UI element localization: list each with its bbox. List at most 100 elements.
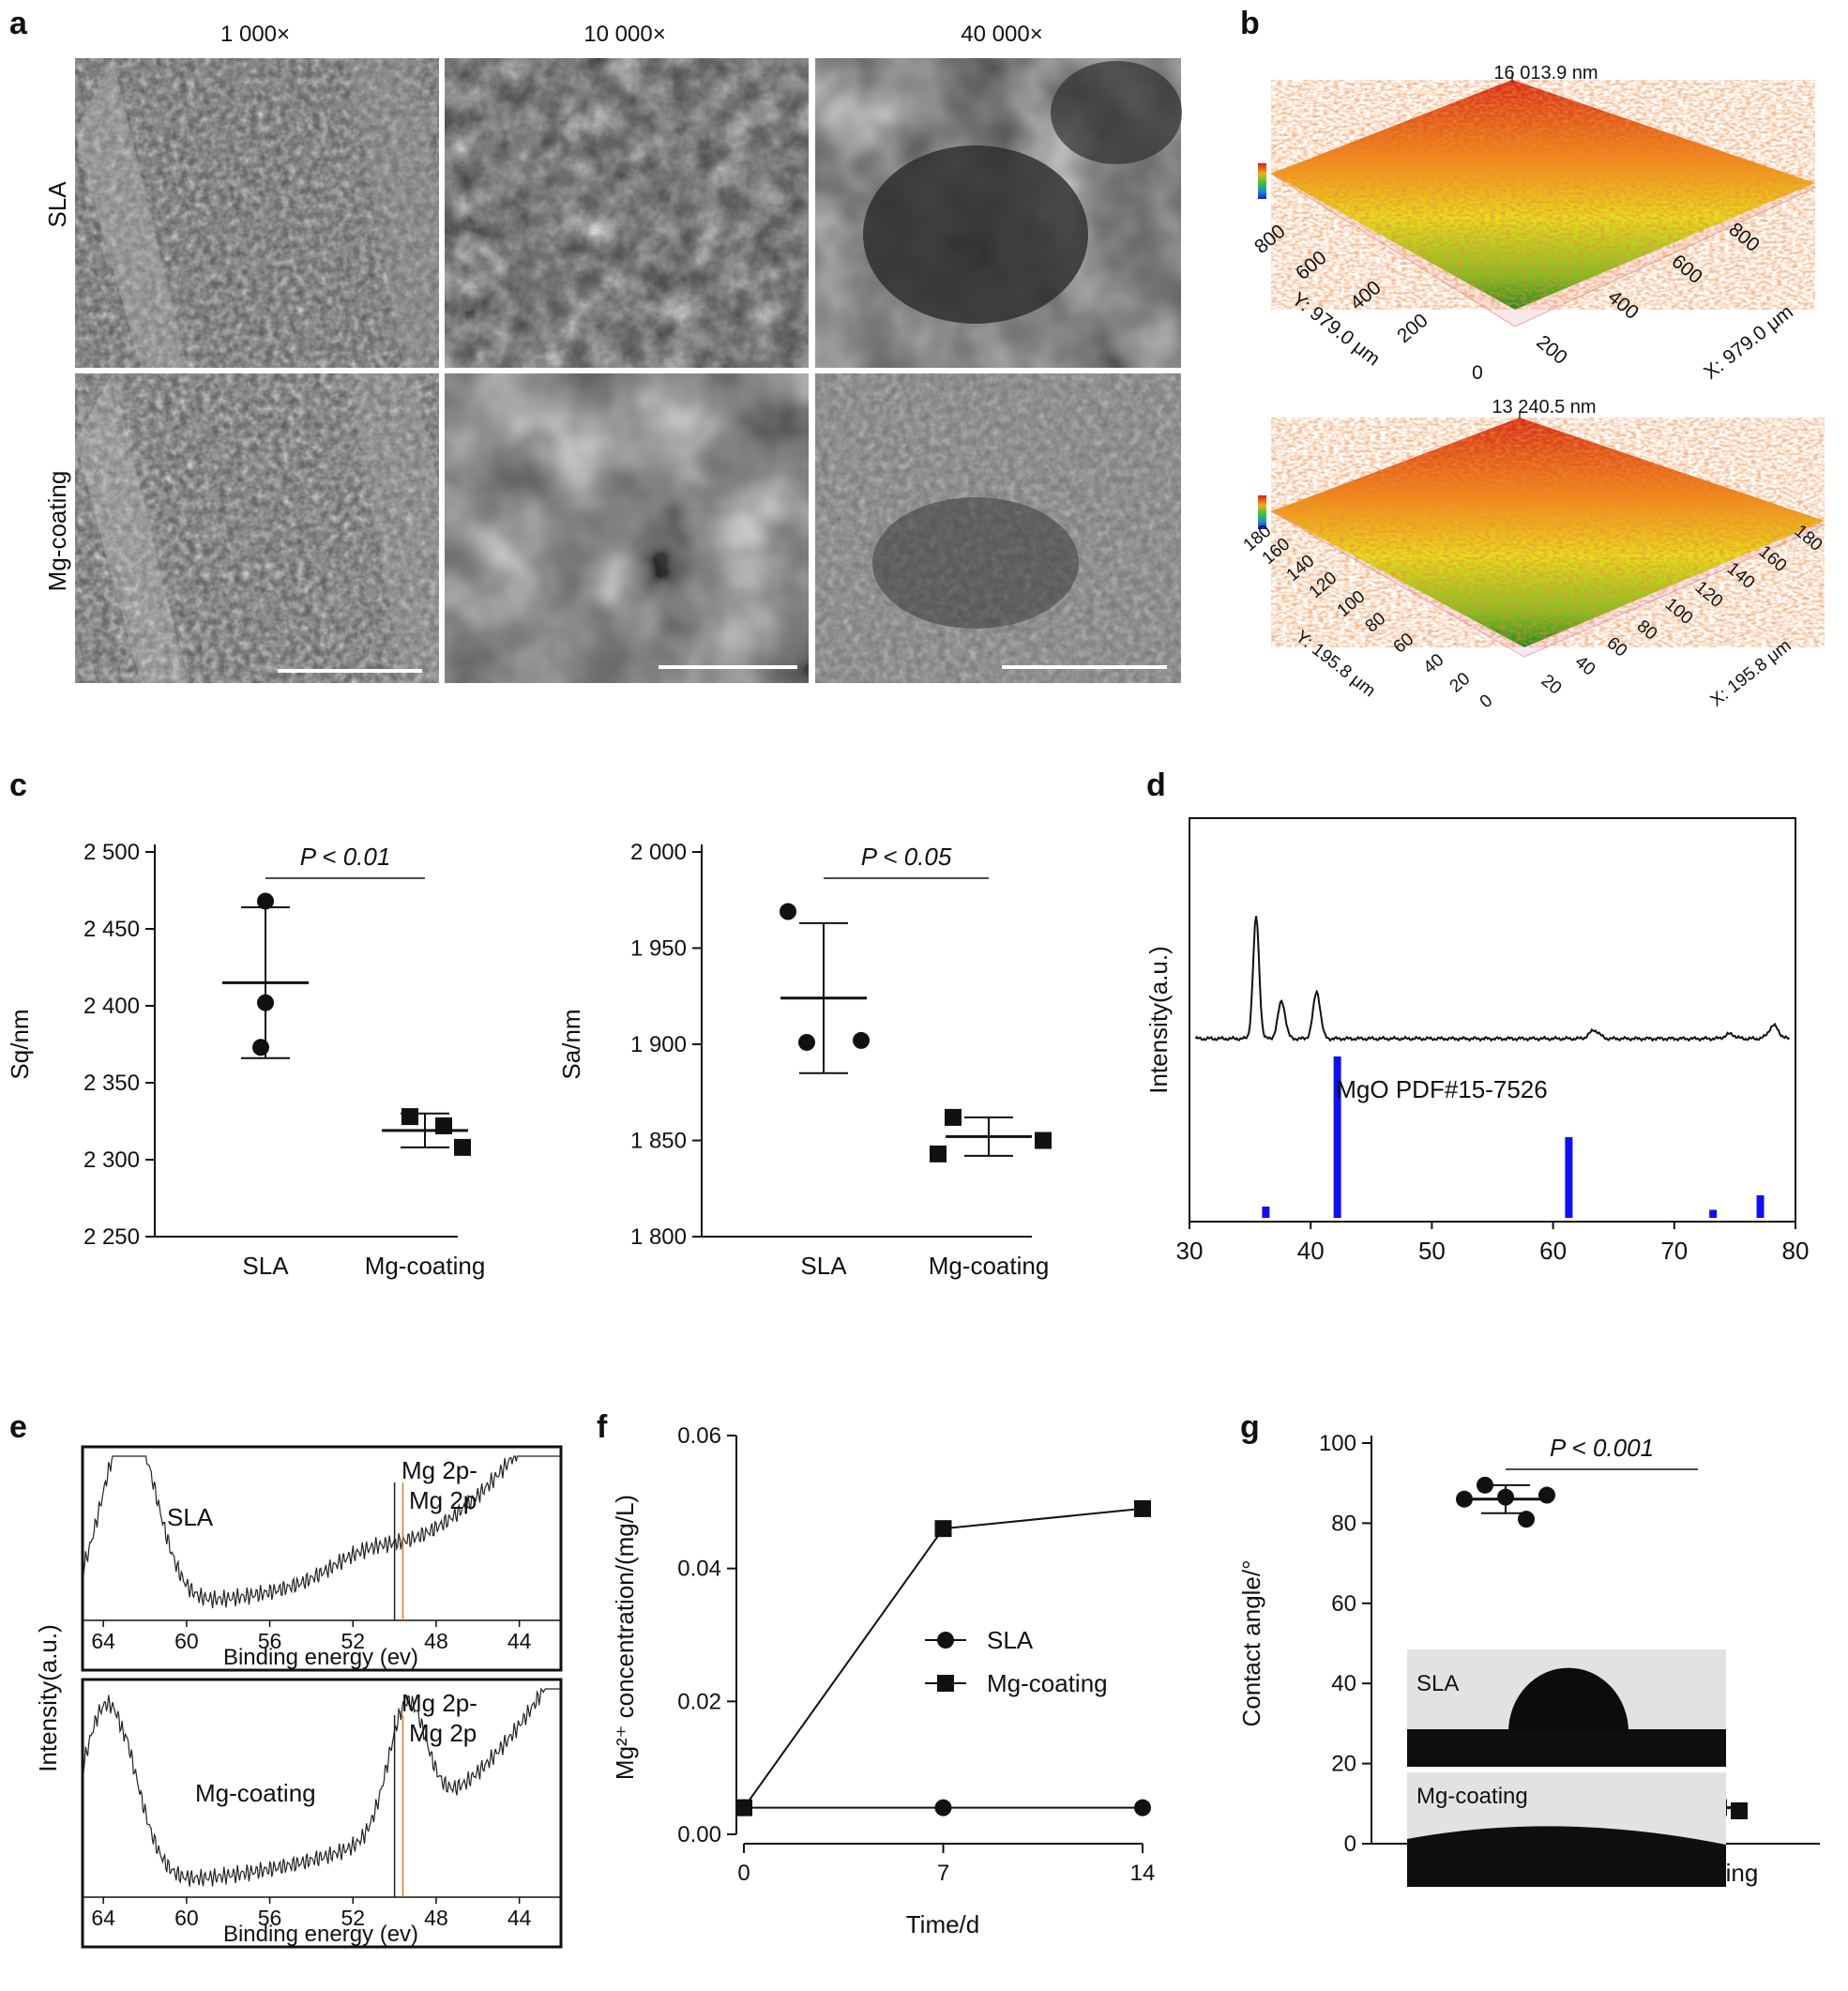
height-colorbar	[1258, 163, 1266, 199]
y-tick-label: 0.04	[677, 1557, 721, 1582]
panel-letter-c: c	[9, 768, 27, 803]
x-tick-label: 56	[258, 1629, 282, 1653]
x-tick-label: 60	[174, 1629, 199, 1653]
y-tick-label: 1 900	[630, 1032, 687, 1057]
chart-contact-angle: 0 20 40 60 80 100 SLA Mg-coating Contact angle/°…	[1237, 1431, 1820, 1887]
chart-sq: 2 250 2 300 2 350 2 400 2 450 2 500 SLA Mg-coat…	[6, 840, 485, 1280]
y-tick-label: 2 350	[83, 1071, 140, 1096]
x-tick-label: 40	[1297, 1237, 1325, 1265]
y-tick: 200	[1393, 310, 1432, 347]
data-point	[945, 1108, 962, 1126]
y-tick-label: 0.02	[677, 1689, 721, 1714]
scale-bar	[1002, 665, 1167, 669]
y-tick-label: 1 800	[630, 1224, 687, 1250]
x-tick-label: 14	[1130, 1861, 1156, 1886]
data-point	[798, 1033, 815, 1051]
height-colorbar	[1258, 495, 1266, 529]
y-tick: 600	[1292, 247, 1331, 284]
x-axis-label: X: 979.0 μm	[1700, 301, 1797, 384]
y-tick: 80	[1362, 609, 1390, 637]
x-tick: 120	[1691, 578, 1727, 612]
row-label-sla: SLA	[43, 181, 71, 228]
reference-bar	[1756, 1194, 1765, 1218]
y-tick: 0	[1472, 362, 1483, 384]
y-axis-label: Sq/nm	[6, 1009, 34, 1079]
subplot-name: Mg-coating	[195, 1779, 316, 1807]
x-tick-label: 44	[507, 1906, 532, 1930]
data-point	[252, 1039, 269, 1056]
x-tick: 400	[1603, 286, 1643, 324]
droplet	[1407, 1826, 1726, 1887]
droplet	[1508, 1667, 1628, 1732]
chart-mg-release: 0.00 0.02 0.04 0.06 0 7 14 Time/d Mg²⁺ concentra…	[611, 1423, 1155, 1938]
substrate	[1407, 1729, 1726, 1767]
xrd-pattern-line	[1194, 916, 1791, 1042]
y-axis-label: Intensity(a.u.)	[1144, 946, 1173, 1094]
data-point	[1035, 1132, 1052, 1149]
p-value-label: P < 0.001	[1550, 1434, 1654, 1462]
y-tick: 40	[1420, 650, 1448, 678]
y-tick-label: 2 300	[83, 1147, 140, 1173]
plot-frame	[1189, 817, 1796, 1223]
x-tick-label: 56	[258, 1906, 282, 1930]
legend-marker	[937, 1675, 954, 1692]
x-axis-label: Binding energy (ev)	[223, 1645, 418, 1670]
x-tick: 40	[1571, 652, 1599, 680]
subplot-name: SLA	[167, 1503, 214, 1531]
droplet-image-mg: Mg-coating	[1407, 1772, 1726, 1887]
y-tick-label: 0.00	[677, 1822, 721, 1847]
row-label-mg-coating: Mg-coating	[43, 471, 71, 592]
y-tick-label: 100	[1319, 1431, 1356, 1456]
y-tick-label: 20	[1331, 1752, 1356, 1777]
x-tick: 200	[1532, 331, 1571, 369]
peak-label: Mg 2p	[409, 1719, 477, 1747]
panel-letter-a: a	[9, 6, 28, 41]
data-point	[930, 1145, 947, 1163]
x-tick-label: 64	[91, 1629, 115, 1653]
peak-label: Mg 2p	[409, 1486, 477, 1514]
p-value-label: P < 0.05	[861, 843, 952, 871]
p-value-label: P < 0.01	[300, 843, 391, 871]
y-tick: 100	[1334, 587, 1370, 621]
y-tick-label: 0	[1344, 1831, 1356, 1857]
x-tick: 100	[1661, 595, 1697, 629]
sem-image-sla-1000x	[75, 58, 439, 368]
magnification-label-1000x: 1 000×	[220, 22, 290, 47]
droplet-image-sla: SLA	[1407, 1649, 1726, 1767]
x-axis-label: X: 195.8 μm	[1707, 636, 1795, 711]
y-tick-label: 1 950	[630, 936, 687, 962]
subplot-frame	[81, 1445, 563, 1672]
xps-spectrum-line	[82, 1455, 561, 1609]
peak-label: Mg 2p-	[401, 1689, 477, 1717]
x-tick: 600	[1667, 251, 1706, 288]
panel-letter-f: f	[597, 1409, 608, 1445]
data-point	[735, 1799, 752, 1816]
panel-letter-b: b	[1240, 6, 1260, 41]
data-point	[454, 1138, 471, 1156]
x-tick: 60	[1603, 633, 1631, 661]
panel-b: 16 013.9 nm 0 200 400 600 800 Y: 979.0 μ…	[1240, 63, 1826, 712]
reference-bar	[1565, 1137, 1573, 1218]
data-point	[1134, 1799, 1151, 1816]
x-axis-label: Binding energy (ev)	[223, 1922, 418, 1947]
x-tick-label: 44	[507, 1629, 532, 1653]
data-point	[1731, 1801, 1748, 1819]
sem-image-mg-1000x	[75, 373, 439, 683]
x-tick-label: 50	[1418, 1237, 1446, 1265]
x-tick-label: 70	[1660, 1237, 1688, 1265]
y-axis-label: Y: 195.8 μm	[1292, 627, 1379, 701]
panel-letter-g: g	[1240, 1409, 1260, 1445]
data-point	[934, 1799, 952, 1816]
sem-image-sla-40000x	[815, 58, 1182, 368]
data-point	[1456, 1490, 1473, 1508]
legend-label: Mg-coating	[987, 1669, 1108, 1697]
scale-bar	[659, 665, 797, 669]
x-tick: 80	[1633, 616, 1661, 645]
y-axis-label: Contact angle/°	[1237, 1559, 1265, 1726]
x-tick-label: 48	[424, 1906, 448, 1930]
sem-image-mg-40000x	[815, 373, 1181, 683]
data-point	[780, 903, 796, 920]
y-axis-label: Intensity(a.u.)	[34, 1624, 62, 1772]
x-tick-label: 80	[1782, 1237, 1810, 1265]
